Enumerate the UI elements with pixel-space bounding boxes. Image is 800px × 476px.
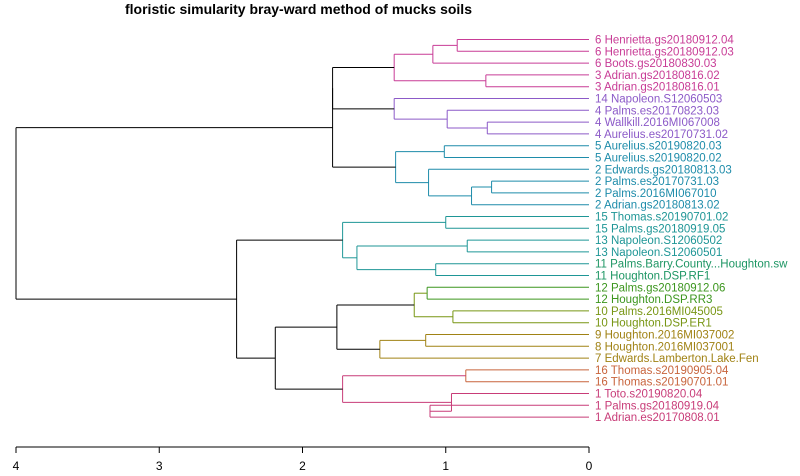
x-tick-label: 4 [13, 459, 20, 473]
leaf-label: 4 Palms.es20170823.03 [595, 105, 719, 117]
leaf-label: 1 Adrian.es20170808.01 [595, 412, 720, 424]
leaf-label: 7 Edwards.Lamberton.Lake.Fen [595, 353, 759, 365]
chart-title: floristic simularity bray-ward method of… [125, 1, 472, 17]
x-tick-label: 1 [442, 459, 449, 473]
leaf-label: 3 Adrian.gs20180816.01 [595, 82, 720, 94]
leaf-label: 2 Palms.2016MI067010 [595, 188, 716, 200]
leaf-label: 10 Houghton.DSP.ER1 [595, 318, 712, 330]
leaf-label: 2 Palms.es20170731.03 [595, 176, 719, 188]
x-axis: 4 3 2 1 0 [13, 446, 593, 473]
leaf-label: 12 Houghton.DSP.RR3 [595, 294, 712, 306]
leaf-label: 5 Aurelius.s20190820.02 [595, 153, 722, 165]
leaf-label: 9 Houghton.2016MI037002 [595, 330, 734, 342]
leaf-label: 4 Aurelius.es20170731.02 [595, 129, 728, 141]
x-tick-label: 0 [586, 459, 593, 473]
leaf-label: 11 Palms.Barry.County...Houghton.sw [595, 259, 788, 271]
leaf-label: 8 Houghton.2016MI037001 [595, 341, 734, 353]
leaf-labels: 6 Henrietta.gs20180912.046 Henrietta.gs2… [595, 35, 788, 425]
leaf-label: 16 Thomas.s20190701.01 [595, 377, 728, 389]
leaf-label: 15 Palms.gs20180919.05 [595, 223, 725, 235]
leaf-label: 6 Henrietta.gs20180912.04 [595, 35, 734, 47]
leaf-label: 12 Palms.gs20180912.06 [595, 282, 725, 294]
leaf-label: 1 Toto.s20190820.04 [595, 389, 703, 401]
leaf-label: 6 Boots.gs20180830.03 [595, 58, 717, 70]
dendrogram-branches [15, 39, 589, 418]
leaf-label: 14 Napoleon.S12060503 [595, 94, 722, 106]
leaf-label: 6 Henrietta.gs20180912.03 [595, 46, 734, 58]
leaf-label: 2 Adrian.gs20180813.02 [595, 200, 720, 212]
leaf-label: 11 Houghton.DSP.RF1 [595, 271, 710, 283]
leaf-label: 13 Napoleon.S12060502 [595, 235, 722, 247]
leaf-label: 2 Edwards.gs20180813.03 [595, 164, 732, 176]
leaf-label: 16 Thomas.s20190905.04 [595, 365, 729, 377]
leaf-label: 13 Napoleon.S12060501 [595, 247, 722, 259]
leaf-label: 4 Wallkill.2016MI067008 [595, 117, 720, 129]
leaf-label: 3 Adrian.gs20180816.02 [595, 70, 720, 82]
x-tick-label: 3 [156, 459, 163, 473]
leaf-label: 10 Palms.2016MI045005 [595, 306, 723, 318]
x-tick-label: 2 [299, 459, 306, 473]
leaf-label: 1 Palms.gs20180919.04 [595, 400, 720, 412]
leaf-label: 5 Aurelius.s20190820.03 [595, 141, 722, 153]
leaf-label: 15 Thomas.s20190701.02 [595, 212, 728, 224]
